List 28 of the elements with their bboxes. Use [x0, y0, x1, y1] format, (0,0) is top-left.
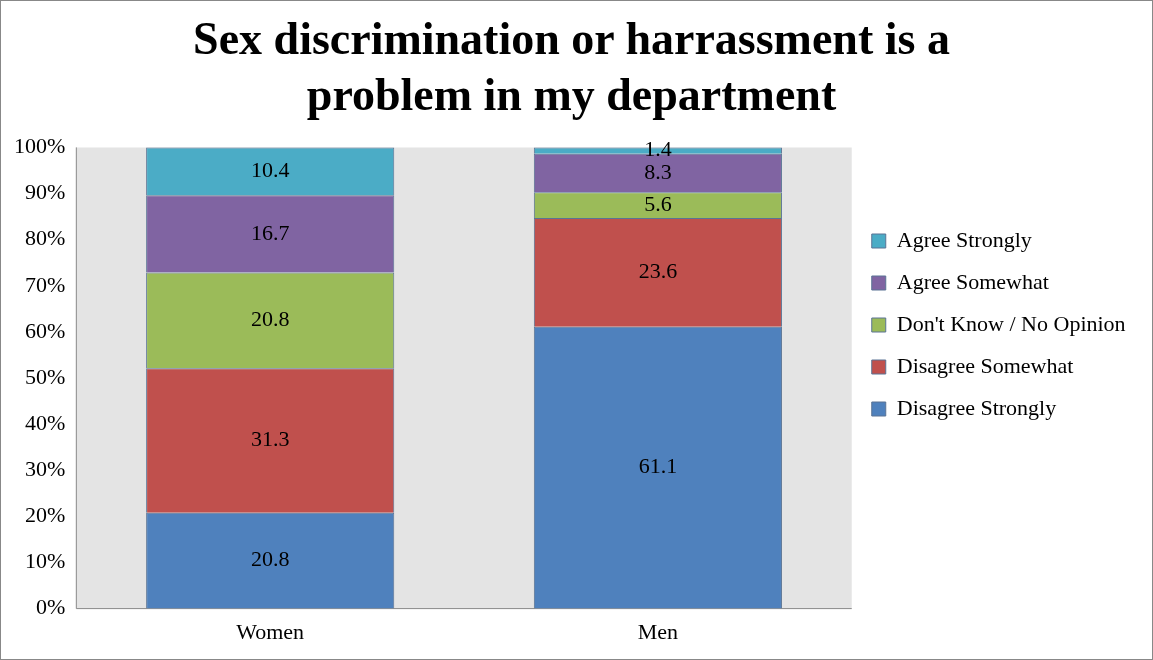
- data-label: 10.4: [250, 157, 290, 183]
- data-label: 16.7: [250, 219, 290, 245]
- data-label: 5.6: [644, 190, 672, 216]
- y-tick-label: 60%: [25, 317, 66, 343]
- y-tick-label: 20%: [25, 502, 66, 528]
- legend-label: Don't Know / No Opinion: [896, 310, 1126, 336]
- data-label: 20.8: [250, 546, 290, 572]
- data-label: 61.1: [638, 453, 678, 479]
- x-tick-label: Men: [637, 618, 679, 644]
- data-label: 23.6: [638, 258, 678, 284]
- y-tick-label: 50%: [25, 363, 66, 389]
- y-tick-label: 80%: [25, 225, 66, 251]
- y-tick-label: 100%: [14, 133, 66, 159]
- data-label: 31.3: [250, 426, 290, 452]
- y-tick-label: 90%: [25, 179, 66, 205]
- legend-label: Agree Somewhat: [896, 268, 1049, 294]
- y-tick-label: 70%: [25, 271, 66, 297]
- y-tick-label: 40%: [25, 409, 66, 435]
- legend-label: Agree Strongly: [896, 226, 1032, 252]
- chart-title: Sex discrimination or harrassment is a problem in my department: [193, 13, 950, 120]
- y-tick-label: 30%: [25, 456, 66, 482]
- data-label: 8.3: [644, 158, 672, 184]
- data-label: 20.8: [250, 306, 290, 332]
- y-tick-label: 10%: [25, 548, 66, 574]
- y-tick-label: 0%: [36, 594, 66, 620]
- legend-label: Disagree Strongly: [896, 394, 1057, 420]
- legend-label: Disagree Somewhat: [896, 352, 1074, 378]
- x-tick-label: Women: [236, 618, 305, 644]
